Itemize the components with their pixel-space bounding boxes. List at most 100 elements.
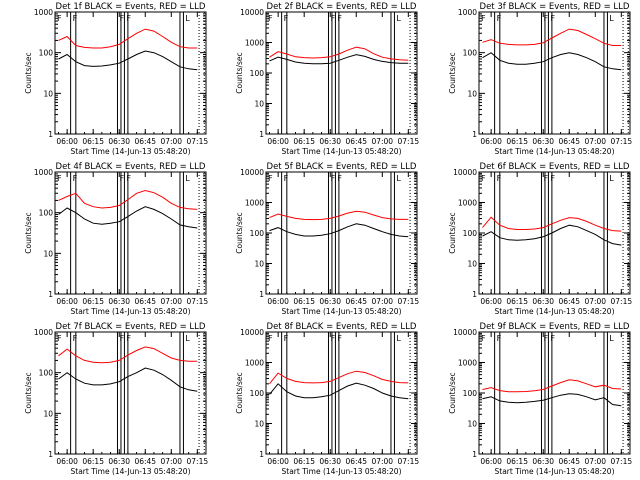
x-tick-label: 07:15 [398,457,420,466]
y-tick-label: 10000 [240,328,264,337]
chart-title: Det 6f BLACK = Events, RED = LLD [480,162,630,172]
flag-label: F [57,14,62,23]
x-tick-label: 06:15 [506,297,528,306]
chart-title: Det 5f BLACK = Events, RED = LLD [267,162,417,172]
y-axis-label: Counts/sec [24,212,33,253]
x-axis-label: Start Time (14-Jun-13 05:48:20) [282,467,402,476]
y-tick-label: 100 [250,69,265,78]
flag-label: L [609,14,614,23]
x-tick-label: 06:45 [134,297,156,306]
y-axis-label: Counts/sec [235,372,244,413]
y-tick-label: 1 [259,290,264,299]
chart-title: Det 3f BLACK = Events, RED = LLD [480,2,630,12]
x-tick-label: 06:30 [532,297,554,306]
flag-label: F [119,174,124,183]
y-tick-label: 10 [467,89,477,98]
x-tick-label: 06:45 [345,297,367,306]
flag-label: F [57,174,62,183]
y-tick-label: 100 [39,369,54,378]
x-tick-label: 06:45 [558,137,580,146]
x-tick-label: 06:00 [56,297,78,306]
y-tick-label: 100 [39,209,54,218]
x-tick-label: 06:30 [108,297,130,306]
flag-label: F [337,334,342,343]
y-tick-label: 1 [472,130,477,139]
y-tick-label: 100 [250,229,265,238]
flag-label: F [119,334,124,343]
x-tick-label: 07:15 [611,457,633,466]
chart-panel-5: Det 5f BLACK = Events, RED = LLD 1 10 100 10… [235,162,419,316]
flag-label: F [268,174,273,183]
chart-panel-9: Det 9f BLACK = Events, RED = LLD 1 10 100 10… [448,322,632,476]
x-tick-label: 06:30 [319,297,341,306]
x-tick-label: 06:00 [480,137,502,146]
y-tick-label: 10 [43,249,53,258]
chart-panel-7: Det 7f BLACK = Events, RED = LLD 1 10 100 10… [24,322,208,476]
chart-panel-2: Det 2f BLACK = Events, RED = LLD 1 10 100 10… [235,2,419,156]
flag-label: F [268,334,273,343]
x-tick-label: 06:00 [480,457,502,466]
y-tick-label: 1 [259,450,264,459]
series-line-events [482,224,622,246]
x-tick-label: 06:00 [56,457,78,466]
x-tick-label: 06:00 [56,137,78,146]
plot-frame [478,11,631,135]
x-tick-label: 06:30 [108,137,130,146]
y-tick-label: 1000 [245,39,264,48]
x-tick-label: 07:15 [187,297,209,306]
series-line-lld [58,189,198,210]
y-tick-label: 10 [467,420,477,429]
y-axis-label: Counts/sec [24,52,33,93]
y-tick-label: 1000 [245,199,264,208]
y-tick-label: 10000 [453,328,477,337]
flag-label: F [497,334,502,343]
flag-label: F [330,334,335,343]
x-axis-label: Start Time (14-Jun-13 05:48:20) [495,307,615,316]
flag-label: F [543,334,548,343]
chart-title: Det 7f BLACK = Events, RED = LLD [56,322,206,332]
x-axis-label: Start Time (14-Jun-13 05:48:20) [282,147,402,156]
y-tick-label: 10000 [453,168,477,177]
flag-label: F [543,174,548,183]
series-line-events [58,367,198,392]
series-line-lld [269,46,409,61]
x-tick-label: 06:45 [558,457,580,466]
series-line-lld [482,216,622,232]
x-axis-label: Start Time (14-Jun-13 05:48:20) [71,307,191,316]
flag-label: F [126,14,131,23]
series-line-lld [58,346,198,364]
x-tick-label: 07:15 [398,137,420,146]
flag-label: F [337,174,342,183]
x-tick-label: 06:45 [345,137,367,146]
x-tick-label: 06:00 [480,297,502,306]
x-tick-label: 06:15 [293,137,315,146]
flag-label: L [185,14,190,23]
y-tick-label: 1 [259,130,264,139]
flag-label: F [57,334,62,343]
y-tick-label: 1000 [458,199,477,208]
x-tick-label: 07:15 [611,297,633,306]
x-tick-label: 07:00 [160,137,182,146]
plot-frame [54,171,207,295]
x-tick-label: 06:45 [558,297,580,306]
x-tick-label: 06:30 [319,137,341,146]
x-tick-label: 07:15 [187,457,209,466]
x-tick-label: 07:00 [584,457,606,466]
chart-panel-6: Det 6f BLACK = Events, RED = LLD 1 10 100 10… [448,162,632,316]
flag-label: F [284,14,289,23]
x-tick-label: 07:00 [371,297,393,306]
x-tick-label: 06:45 [134,457,156,466]
y-tick-label: 1000 [34,328,53,337]
y-axis-label: Counts/sec [24,372,33,413]
flag-label: F [550,174,555,183]
flag-label: F [337,14,342,23]
y-axis-label: Counts/sec [448,212,457,253]
y-tick-label: 10 [254,260,264,269]
chart-panel-8: Det 8f BLACK = Events, RED = LLD 1 10 100 10… [235,322,419,476]
y-tick-label: 10 [43,409,53,418]
flag-label: L [609,174,614,183]
x-tick-label: 06:15 [506,137,528,146]
x-tick-label: 06:00 [267,137,289,146]
flag-label: F [330,14,335,23]
x-axis-label: Start Time (14-Jun-13 05:48:20) [71,467,191,476]
